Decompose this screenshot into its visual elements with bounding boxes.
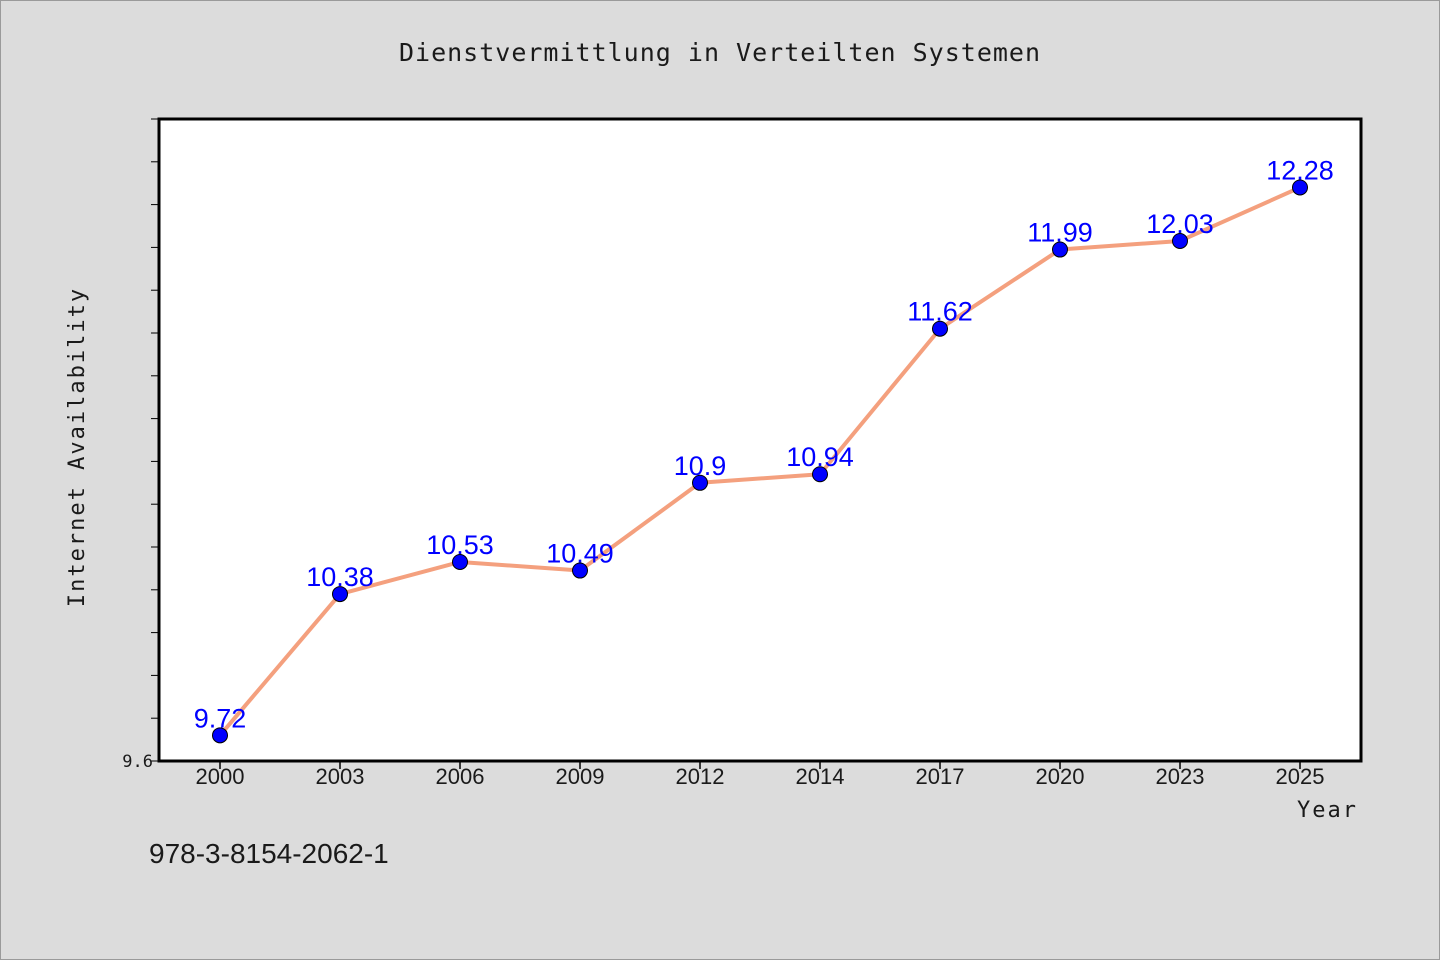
x-tick-label: 2025 xyxy=(1276,764,1325,789)
data-point xyxy=(212,727,228,744)
x-tick-label: 2017 xyxy=(916,764,965,789)
data-label: 10.49 xyxy=(546,539,614,569)
data-label: 10.9 xyxy=(674,451,727,481)
data-point xyxy=(332,586,348,603)
x-tick-label: 2003 xyxy=(316,764,365,789)
series-group: 9.72 10.38 10.53 10.49 10.9 10.94 11.62 11.99 12… xyxy=(194,155,1334,744)
x-tick-label: 2000 xyxy=(196,764,245,789)
data-point xyxy=(452,553,468,570)
y-axis-ticks: 9.6 xyxy=(122,118,159,772)
data-label: 9.72 xyxy=(194,703,247,733)
x-tick-label: 2014 xyxy=(796,764,845,789)
data-point xyxy=(1172,232,1188,249)
x-tick-label: 2009 xyxy=(556,764,605,789)
y-tick-label: 9.6 xyxy=(122,752,153,772)
data-label: 10.38 xyxy=(306,562,374,592)
isbn-footer: 978-3-8154-2062-1 xyxy=(149,838,389,869)
x-axis-ticks: 2000 2003 2006 2009 2012 2014 2017 2020 2023 2025 xyxy=(196,761,1325,789)
plot-area xyxy=(157,117,1363,763)
chart-title: Dienstvermittlung in Verteilten Systemen xyxy=(399,38,1041,67)
x-axis-label: Year xyxy=(1297,798,1358,823)
data-label: 12.28 xyxy=(1266,155,1334,185)
series-line xyxy=(218,185,1302,738)
x-tick-label: 2020 xyxy=(1036,764,1085,789)
data-label: 10.53 xyxy=(426,530,494,560)
y-axis-label: Internet Availability xyxy=(65,287,90,607)
data-point xyxy=(1052,241,1068,258)
data-point xyxy=(812,466,828,483)
data-point xyxy=(572,562,588,579)
data-label: 10.94 xyxy=(786,442,854,472)
data-label: 11.99 xyxy=(1027,218,1093,248)
x-tick-label: 2023 xyxy=(1156,764,1205,789)
x-tick-label: 2006 xyxy=(436,764,485,789)
data-label: 11.62 xyxy=(907,297,973,327)
data-point xyxy=(692,474,708,491)
data-label: 12.03 xyxy=(1146,209,1214,239)
x-tick-label: 2012 xyxy=(676,764,725,789)
data-point xyxy=(1292,179,1308,196)
data-point xyxy=(932,320,948,337)
